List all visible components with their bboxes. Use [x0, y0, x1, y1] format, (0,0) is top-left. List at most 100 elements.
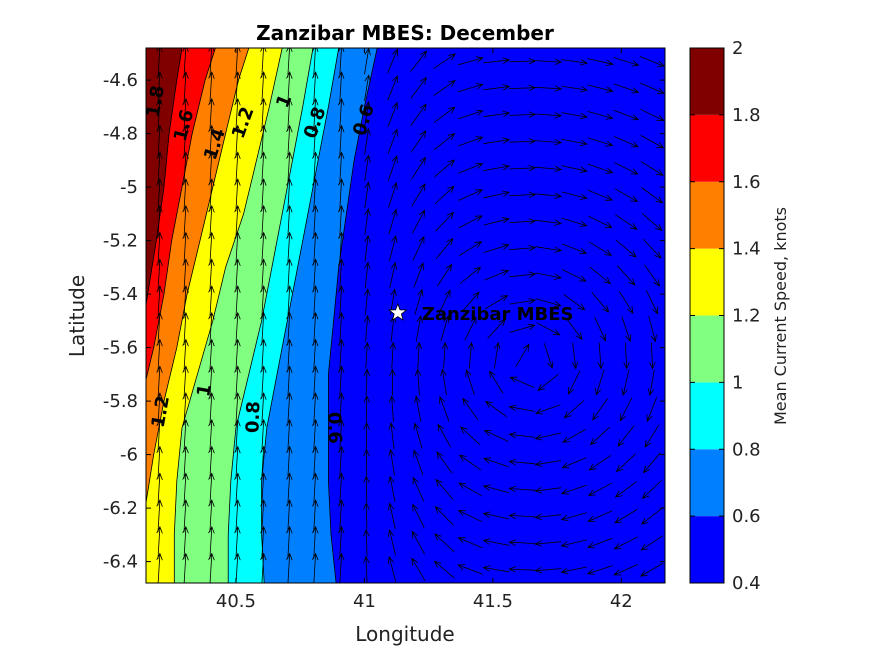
- current-arrow: [619, 397, 633, 422]
- current-arrow: [483, 243, 510, 253]
- current-arrow: [414, 288, 424, 315]
- station-star-icon: [388, 302, 408, 322]
- current-arrow: [647, 369, 655, 397]
- colorbar-segment: [690, 248, 724, 316]
- current-arrow: [562, 269, 587, 282]
- station-label: Zanzibar MBES: [422, 304, 574, 325]
- current-arrow: [438, 289, 451, 314]
- current-arrow: [364, 234, 371, 262]
- current-arrow: [535, 272, 562, 280]
- current-arrow: [560, 566, 587, 575]
- current-arrow: [483, 110, 511, 118]
- current-arrow: [642, 452, 661, 474]
- current-arrow: [614, 162, 639, 175]
- colorbar-tick-label: 0.8: [732, 439, 761, 460]
- contour-lines: [146, 48, 378, 583]
- current-arrow: [389, 368, 396, 396]
- current-arrow: [535, 246, 563, 253]
- current-arrow: [364, 208, 371, 235]
- colorbar-tick-label: 0.6: [732, 506, 761, 527]
- current-arrow: [563, 294, 586, 311]
- current-arrow: [535, 165, 563, 173]
- current-arrow: [639, 82, 665, 94]
- y-axis-ticks: -4.6 -4.8 -5 -5.2 -5.4 -5.6 -5.8 -6 -6.2 -6.4: [103, 70, 665, 573]
- current-arrow: [534, 566, 562, 574]
- x-axis-ticks: 40.5 41 41.5 42: [216, 48, 633, 612]
- current-arrow: [561, 165, 588, 173]
- current-arrow: [467, 341, 475, 369]
- current-arrow: [561, 112, 588, 120]
- current-arrow: [561, 59, 588, 66]
- current-arrow: [457, 56, 484, 66]
- current-arrow: [412, 235, 425, 261]
- contour-label: 1: [193, 382, 216, 398]
- current-arrow: [364, 127, 371, 155]
- contour-line-1: [227, 48, 314, 583]
- current-arrow: [364, 261, 371, 289]
- current-arrow: [589, 426, 610, 446]
- colorbar-tick-label: 1.8: [732, 105, 761, 126]
- colorbar-tick-label: 1.4: [732, 239, 761, 260]
- current-arrow: [613, 136, 639, 148]
- current-arrow: [440, 368, 447, 396]
- current-arrow: [535, 404, 561, 415]
- current-arrow: [484, 295, 509, 310]
- current-arrow: [433, 132, 456, 151]
- current-arrow: [458, 454, 482, 471]
- current-arrow: [458, 162, 484, 174]
- current-arrow: [562, 429, 586, 443]
- current-arrow: [623, 342, 630, 370]
- current-arrow: [560, 539, 587, 548]
- current-arrow: [435, 478, 454, 500]
- current-arrow: [208, 48, 215, 78]
- current-arrow: [587, 58, 614, 66]
- current-arrow: [483, 57, 511, 64]
- current-arrow: [644, 264, 661, 287]
- current-arrow: [587, 510, 613, 522]
- current-arrow: [364, 74, 371, 102]
- current-arrow: [641, 187, 664, 204]
- contour-bands: [146, 48, 665, 583]
- current-arrow: [534, 513, 562, 521]
- colorbar-segment: [690, 449, 724, 517]
- current-arrow: [534, 460, 562, 467]
- current-arrow: [458, 189, 484, 201]
- current-arrow: [411, 183, 426, 207]
- current-arrow: [363, 314, 371, 342]
- current-arrow: [156, 48, 163, 78]
- current-arrow: [621, 316, 632, 343]
- current-arrow: [618, 290, 634, 315]
- current-arrow: [439, 395, 450, 422]
- plot-area: [146, 48, 665, 583]
- current-arrow: [563, 400, 585, 419]
- current-arrow: [457, 564, 483, 575]
- current-arrow: [459, 241, 483, 256]
- current-arrow: [509, 191, 537, 198]
- current-arrow: [587, 111, 614, 120]
- current-arrow: [594, 316, 607, 342]
- current-arrow: [588, 241, 613, 256]
- current-arrow: [457, 510, 483, 523]
- current-arrow: [457, 537, 483, 549]
- current-arrow: [436, 451, 453, 474]
- current-arrow: [182, 48, 189, 78]
- current-arrow: [433, 80, 456, 96]
- current-arrow: [535, 298, 562, 308]
- current-arrow: [363, 288, 371, 316]
- current-arrow: [389, 261, 398, 289]
- colorbar-tick-label: 1.2: [732, 306, 761, 327]
- current-arrow: [487, 318, 506, 339]
- plot-frame: [145, 47, 666, 584]
- current-arrow: [537, 373, 559, 392]
- current-arrow: [413, 262, 424, 288]
- current-arrow: [483, 457, 509, 468]
- current-arrow: [494, 341, 501, 369]
- current-arrow: [587, 189, 614, 201]
- current-arrow: [640, 135, 665, 149]
- current-arrow: [441, 341, 449, 369]
- current-arrow: [645, 290, 659, 315]
- y-tick-label: -5.2: [103, 231, 138, 252]
- current-arrow: [640, 161, 664, 176]
- current-arrow: [435, 211, 455, 232]
- current-arrow: [286, 48, 293, 78]
